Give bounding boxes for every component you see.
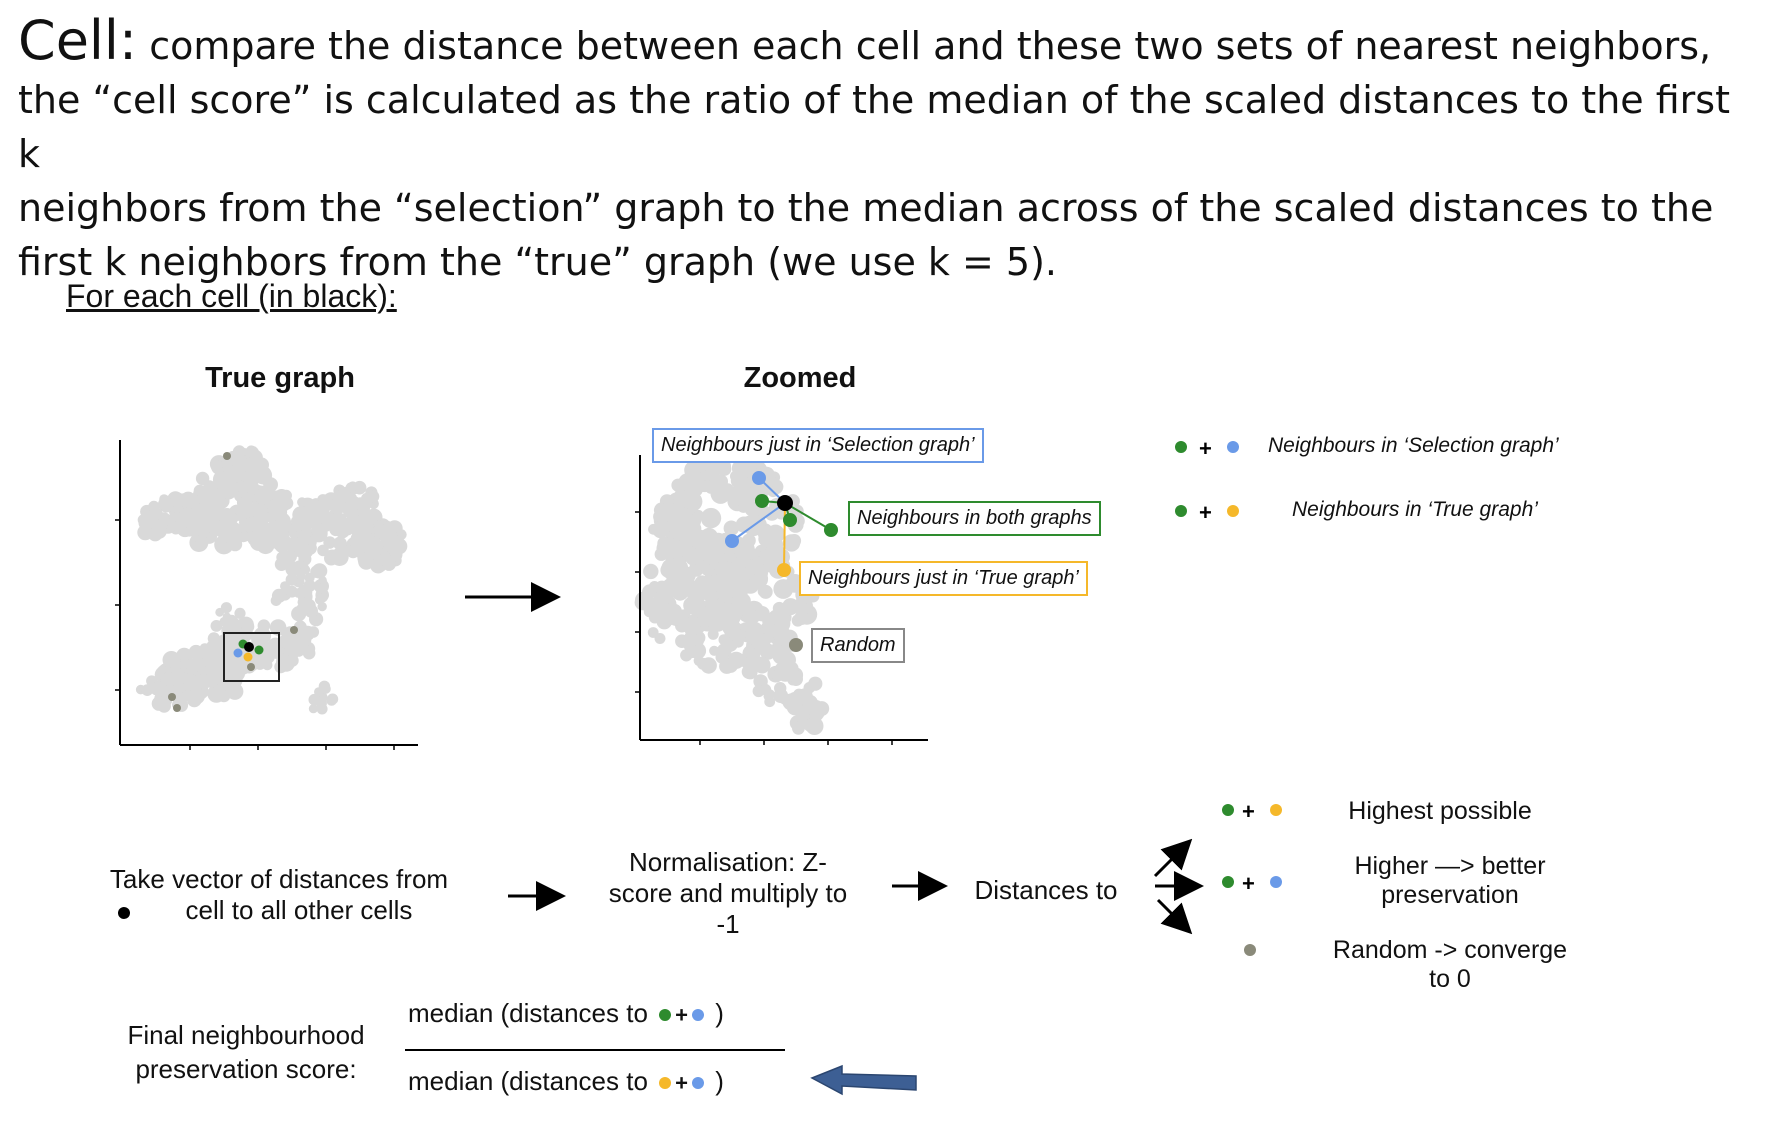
step-1-text: Take vector of distances from cell to al… [74,864,484,926]
outcome-highest: Highest possible [1348,797,1532,825]
formula-denominator: median (distances to + ) [408,1066,724,1099]
blue-dot-icon [692,1009,704,1022]
outcome-higher-line-2: preservation [1381,881,1519,909]
formula-label: Final neighbourhood preservation score: [96,1018,396,1086]
outcome-random-line-1: Random -> converge [1332,936,1568,964]
svg-text:+: + [1242,799,1255,824]
outcome-random-line-2: to 0 [1429,965,1471,993]
legend-symbols: + + [1175,436,1239,525]
step-1-line-1: Take vector of distances from [109,864,449,894]
branch-arrow-up [1153,838,1193,878]
step-2-line-1: Normalisation: Z- [629,847,827,877]
selection-neighbour-dot [725,534,739,548]
svg-text:+: + [1242,871,1255,896]
denominator-close: ) [715,1066,724,1096]
outcome-higher-line-1: Higher —> better [1354,852,1546,880]
header-line-4: first k neighbors from the “true” graph … [18,240,1058,284]
yellow-dot-icon [659,1077,672,1090]
random-cell-dot [789,638,803,652]
true-graph-plot [115,440,418,750]
true-graph-title: True graph [205,362,355,394]
formula-numerator: median (distances to + ) [408,998,724,1031]
header: Cell: compare the distance between each … [18,14,1758,289]
svg-text:+: + [1199,500,1212,525]
shared-neighbour-dot [783,513,797,527]
outcome-random: Random -> converge to 0 [1310,936,1590,994]
header-line-3: neighbors from the “selection” graph to … [18,186,1714,230]
label-just-selection: Neighbours just in ‘Selection graph’ [652,428,984,463]
focus-cell [777,495,793,511]
selection-neighbour-dot [752,471,766,485]
green-dot-icon [659,1009,672,1022]
numerator-close: ) [715,998,724,1028]
title-word: Cell: [18,9,138,72]
zoomed-title: Zoomed [743,362,857,394]
header-line-1: Cell: compare the distance between each … [18,14,1758,73]
subtitle: For each cell (in black): [66,278,397,314]
bullet-icon [118,907,130,919]
legend-true: Neighbours in ‘True graph’ [1292,498,1538,521]
label-both-graphs: Neighbours in both graphs [848,501,1101,536]
header-line-2: the “cell score” is calculated as the ra… [18,78,1730,176]
label-just-true: Neighbours just in ‘True graph’ [799,561,1088,596]
title-line-1: compare the distance between each cell a… [149,24,1712,68]
step-2-line-2: score and multiply to [608,878,848,908]
zoomed-plot [634,455,928,745]
step-1-line-2: cell to all other cells [185,895,413,925]
plus-icon: + [675,1070,688,1096]
denominator-text: median (distances to [408,1066,648,1096]
outcome-symbols: + + [1222,799,1282,956]
blue-dot-icon [692,1077,704,1090]
numerator-text: median (distances to [408,998,648,1028]
shared-neighbour-dot [824,523,838,537]
zoom-box [223,632,280,682]
label-random: Random [811,628,905,663]
pointer-arrow-icon [810,1064,917,1096]
step-3-text: Distances to [974,875,1118,905]
step-2-line-3: -1 [716,909,740,939]
true-neighbour-dot [777,563,791,577]
svg-text:+: + [1199,436,1212,461]
outcome-higher: Higher —> better preservation [1310,852,1590,910]
step-2-text: Normalisation: Z- score and multiply to … [578,847,878,940]
legend-selection: Neighbours in ‘Selection graph’ [1268,434,1559,457]
formula-label-line-1: Final neighbourhood [127,1020,365,1050]
focus-cell-small [244,642,254,652]
branch-arrow-down [1156,898,1193,935]
plus-icon: + [675,1002,688,1028]
formula-label-line-2: preservation score: [135,1054,357,1084]
true-graph-cell-cloud [135,445,408,715]
shared-neighbour-dot [755,494,769,508]
